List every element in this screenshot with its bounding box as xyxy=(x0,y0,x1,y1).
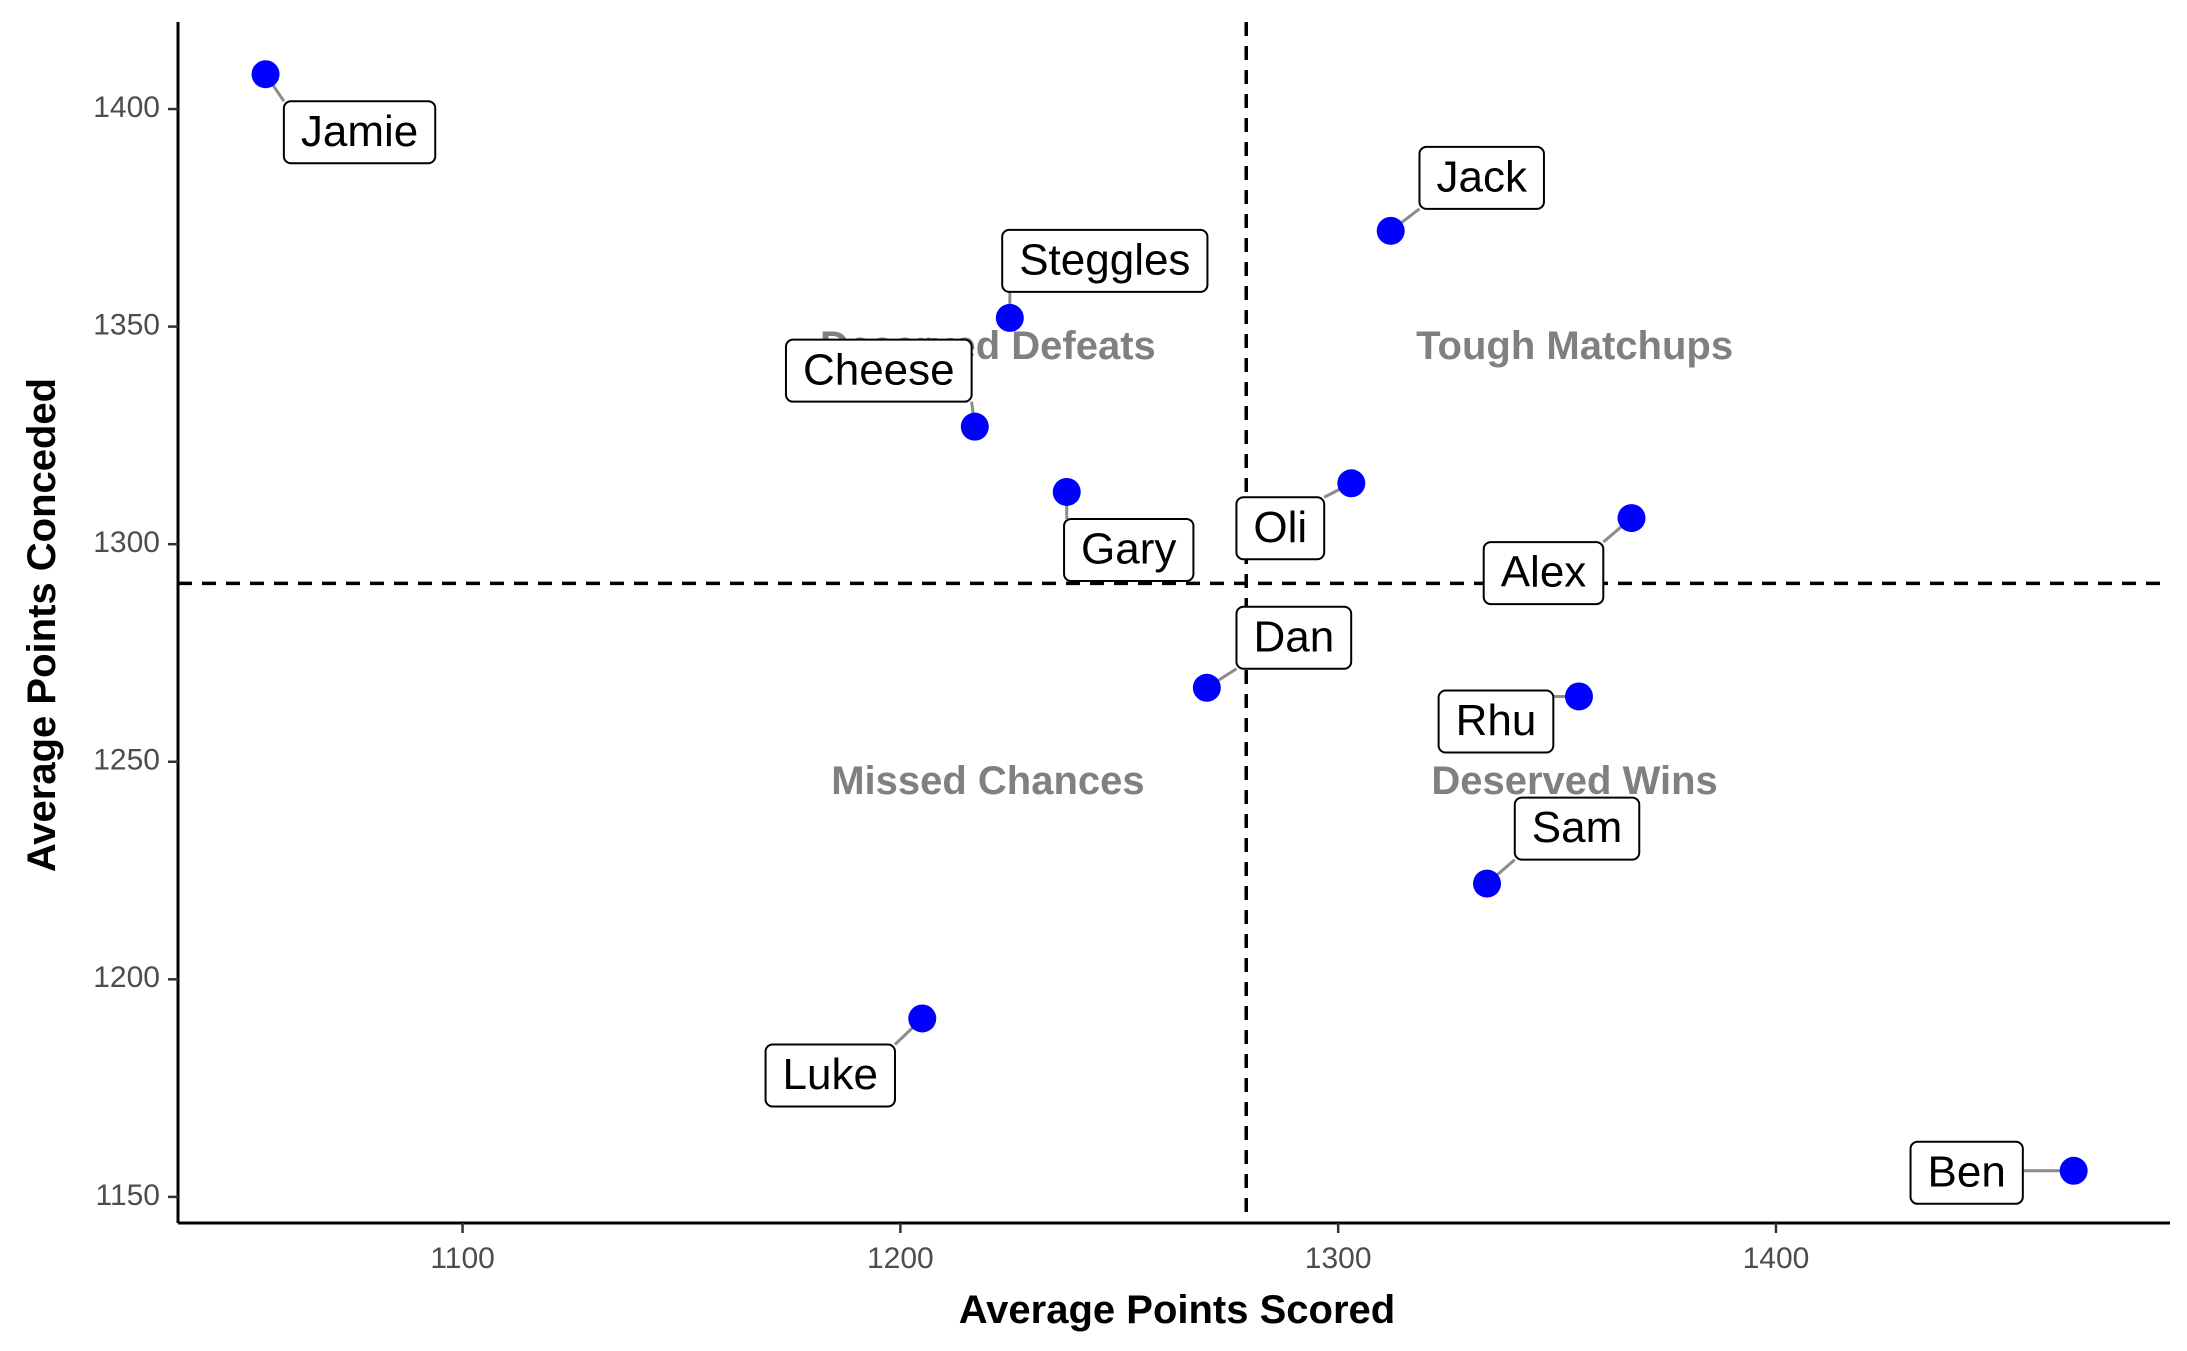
data-point xyxy=(1617,504,1646,533)
x-tick-label: 1300 xyxy=(1305,1242,1372,1275)
data-point xyxy=(1473,869,1502,898)
data-point xyxy=(1376,216,1405,245)
y-tick-label: 1200 xyxy=(93,961,160,994)
point-label: Luke xyxy=(783,1050,878,1099)
y-tick-label: 1150 xyxy=(95,1179,160,1212)
y-tick-label: 1400 xyxy=(93,91,160,124)
data-point xyxy=(2059,1156,2088,1185)
x-tick-label: 1200 xyxy=(867,1242,934,1275)
point-label: Jamie xyxy=(301,107,418,156)
point-label: Jack xyxy=(1436,152,1527,201)
point-label-box xyxy=(1235,605,1353,670)
point-label-box xyxy=(784,338,973,403)
point-label-box xyxy=(1001,228,1209,293)
point-label: Steggles xyxy=(1019,236,1190,285)
data-point xyxy=(1564,682,1593,711)
point-label-box xyxy=(1482,541,1605,606)
x-tick-label: 1100 xyxy=(430,1242,495,1275)
point-label-box xyxy=(1437,689,1555,754)
x-axis-ticks: 1100 1200 1300 1400 xyxy=(430,1223,1809,1275)
y-tick-label: 1350 xyxy=(93,309,160,342)
y-tick-label: 1250 xyxy=(93,744,160,777)
point-label: Ben xyxy=(1928,1147,2006,1196)
point-label-box xyxy=(1235,496,1326,561)
point-label-box xyxy=(1909,1140,2024,1205)
point-label: Alex xyxy=(1501,548,1587,597)
data-point xyxy=(1052,477,1081,506)
data-point xyxy=(995,303,1024,332)
point-label-box xyxy=(1418,145,1545,210)
data-point xyxy=(908,1004,937,1033)
point-label: Oli xyxy=(1253,503,1307,552)
data-point xyxy=(251,60,280,89)
y-axis-ticks: 1150 1200 1250 1300 1350 1400 xyxy=(93,91,178,1212)
x-axis-title: Average Points Scored xyxy=(959,1288,1395,1332)
point-label-box xyxy=(1513,796,1641,861)
y-axis-title: Average Points Conceded xyxy=(20,378,64,872)
x-tick-label: 1400 xyxy=(1743,1242,1810,1275)
data-point xyxy=(1337,469,1366,498)
point-label-box xyxy=(282,100,437,165)
quadrant-label: Missed Chances xyxy=(831,759,1144,803)
quadrant-label: Tough Matchups xyxy=(1416,324,1733,368)
point-labels: Jamie Jack Steggles Cheese Gary Oli Alex Dan Rhu… xyxy=(282,100,2024,1205)
quadrant-label: Deserved Wins xyxy=(1431,759,1717,803)
point-label-box xyxy=(764,1043,896,1108)
data-points xyxy=(251,60,2088,1185)
data-point xyxy=(960,412,989,441)
axes xyxy=(176,22,2170,1225)
point-label-box xyxy=(1063,517,1195,582)
point-label: Rhu xyxy=(1456,696,1537,745)
y-tick-label: 1300 xyxy=(93,526,160,559)
data-point xyxy=(1192,673,1221,702)
point-label: Dan xyxy=(1253,612,1334,661)
point-label: Cheese xyxy=(803,345,955,394)
point-label: Sam xyxy=(1532,803,1622,852)
point-label: Gary xyxy=(1081,525,1176,574)
